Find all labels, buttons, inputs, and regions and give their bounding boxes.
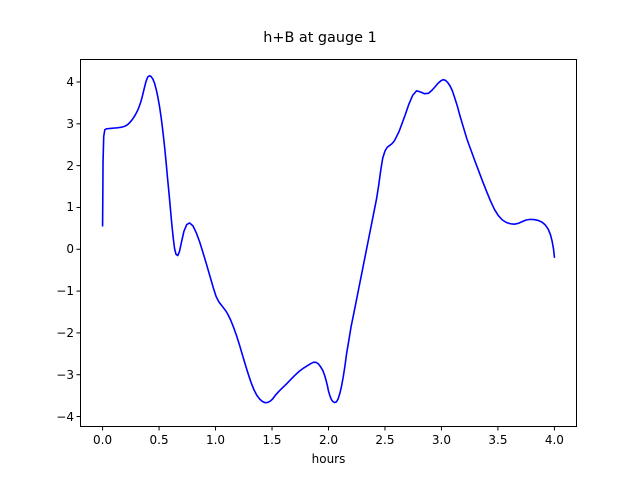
- x-tick-label: 3.5: [488, 433, 508, 447]
- x-tick-label: 1.0: [205, 433, 226, 447]
- y-tick-label: 4: [66, 75, 74, 89]
- y-tick-label: 3: [66, 116, 74, 131]
- y-tick-label: −3: [56, 367, 74, 382]
- y-tick-marks: [76, 81, 80, 418]
- x-tick-label: 0.0: [93, 433, 113, 447]
- y-tick-label: −1: [56, 284, 74, 299]
- y-tick-label: −2: [56, 325, 74, 340]
- axes-spines: [80, 59, 577, 427]
- plot-axes: 0.0 0.5 1.0 1.5 2.0 2.5 3.0 3.5 4.0 −4 −3 −2 −1 0 1 2 3…: [56, 59, 577, 447]
- y-tick-label: −4: [56, 409, 74, 424]
- x-tick-label: 2.0: [318, 433, 339, 447]
- x-tick-label: 4.0: [544, 433, 564, 447]
- y-tick-label: 2: [66, 158, 74, 173]
- y-tick-label: 1: [66, 200, 74, 215]
- x-tick-label: 1.5: [262, 433, 282, 447]
- x-tick-label: 0.5: [149, 433, 169, 447]
- x-tick-marks: [102, 427, 555, 431]
- data-line-h-plus-b: [101, 74, 556, 404]
- x-tick-label: 3.0: [431, 433, 451, 447]
- x-axis-label: hours: [311, 452, 346, 466]
- x-tick-label: 2.5: [375, 433, 395, 447]
- plot-canvas: [76, 59, 577, 431]
- y-tick-label: 0: [66, 242, 74, 257]
- chart-title: h+B at gauge 1: [263, 30, 377, 46]
